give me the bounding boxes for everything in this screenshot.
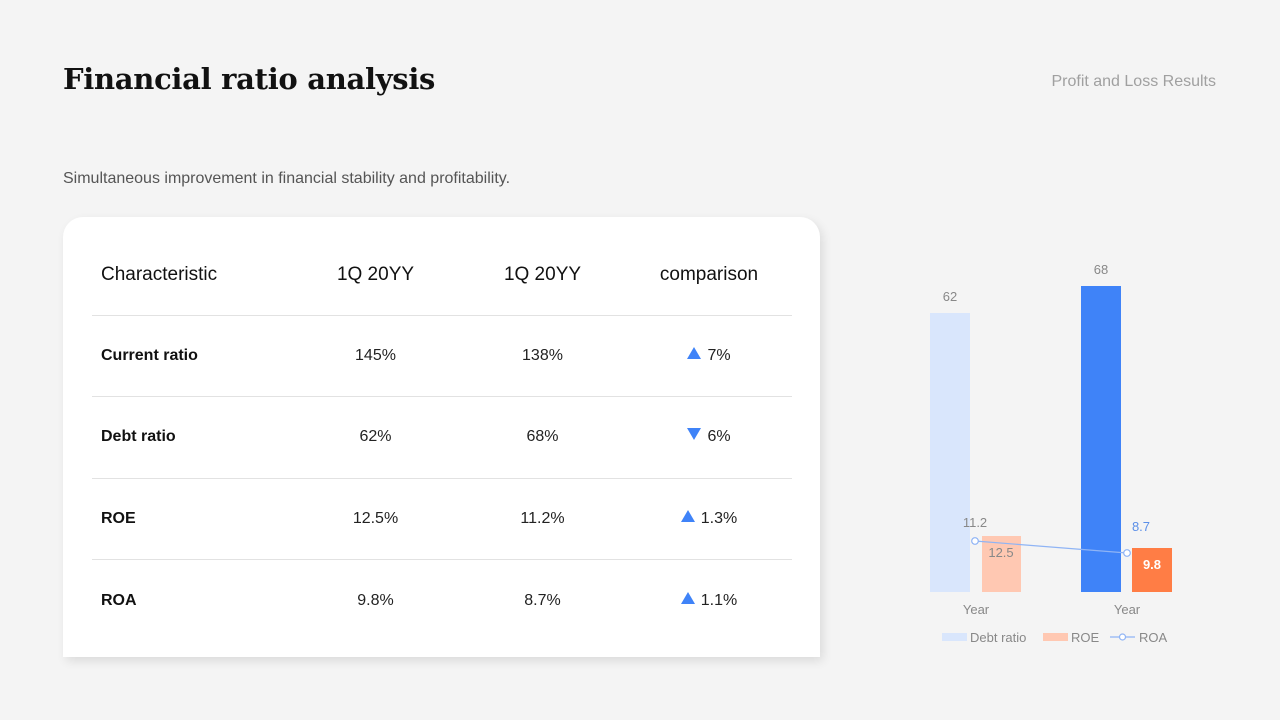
roa-line — [974, 540, 1128, 554]
row-label: ROA — [101, 591, 137, 609]
ratio-table-card: Characteristic 1Q 20YY 1Q 20YY compariso… — [63, 217, 820, 657]
cell-value: 68% — [459, 396, 626, 479]
column-header-comparison: comparison — [626, 235, 792, 316]
table-row: ROA 9.8% 8.7% 1.1% — [92, 560, 792, 642]
table-header-row: Characteristic 1Q 20YY 1Q 20YY compariso… — [92, 235, 792, 316]
bar-debt-ratio-1 — [930, 313, 970, 592]
cell-value: 8.7% — [524, 591, 561, 609]
comparison-value: 6% — [707, 428, 731, 446]
bar-roe-2 — [1132, 548, 1172, 592]
comparison-value: 7% — [707, 346, 731, 364]
cell-value: 11.2% — [459, 478, 626, 560]
cell-value: 12.5% — [292, 478, 459, 560]
cell-value: 138% — [459, 315, 626, 397]
legend-label-roe: ROE — [1071, 630, 1100, 645]
legend-marker-roa — [1118, 633, 1127, 641]
label-roa-1: 11.2 — [963, 515, 987, 530]
label-debt-ratio-1: 62 — [943, 289, 957, 304]
comparison-value: 1.3% — [700, 509, 738, 527]
chart-legend: Debt ratio ROE ROA — [942, 630, 1168, 645]
legend-swatch-roe — [1043, 633, 1068, 641]
bar-roe-1 — [982, 536, 1021, 592]
triangle-up-icon — [680, 591, 695, 604]
cell-value: 9.8% — [357, 591, 394, 609]
comparison-cell: 7% — [626, 315, 792, 397]
row-label: Current ratio — [92, 315, 292, 397]
label-roe-1: 12.5 — [988, 545, 1013, 560]
section-label: Profit and Loss Results — [1051, 73, 1216, 90]
label-roa-2: 8.7 — [1132, 519, 1150, 534]
column-header-period-1: 1Q 20YY — [292, 235, 459, 316]
row-label: Debt ratio — [92, 396, 292, 479]
legend-label-debt-ratio: Debt ratio — [970, 630, 1026, 645]
comparison-value: 1.1% — [700, 591, 738, 609]
label-roe-2: 9.8 — [1143, 557, 1161, 572]
legend-swatch-debt-ratio — [942, 633, 967, 641]
triangle-up-icon — [687, 346, 702, 359]
table-row: Debt ratio 62% 68% 6% — [92, 396, 792, 479]
bar-debt-ratio-2 — [1081, 286, 1121, 592]
cell-value: 145% — [292, 315, 459, 397]
legend-label-roa: ROA — [1139, 630, 1168, 645]
roa-point-1 — [971, 537, 979, 545]
column-header-characteristic: Characteristic — [92, 235, 292, 316]
row-label: ROE — [92, 478, 292, 560]
roa-point-2 — [1123, 549, 1131, 557]
cell-value: 62% — [292, 396, 459, 479]
page-title: Financial ratio analysis — [63, 62, 436, 96]
label-debt-ratio-2: 68 — [1094, 262, 1108, 277]
x-axis-label-1: Year — [963, 602, 990, 617]
table-row: Current ratio 145% 138% 7% — [92, 315, 792, 397]
comparison-cell: 1.3% — [626, 478, 792, 560]
table-row: ROE 12.5% 11.2% 1.3% — [92, 478, 792, 560]
comparison-cell: 1.1% — [626, 560, 792, 642]
triangle-up-icon — [680, 509, 695, 522]
page-subtitle: Simultaneous improvement in financial st… — [63, 170, 511, 187]
ratio-table: Characteristic 1Q 20YY 1Q 20YY compariso… — [92, 235, 792, 641]
triangle-down-icon — [687, 428, 702, 441]
x-axis-label-2: Year — [1114, 602, 1141, 617]
column-header-period-2: 1Q 20YY — [459, 235, 626, 316]
comparison-cell: 6% — [626, 396, 792, 479]
